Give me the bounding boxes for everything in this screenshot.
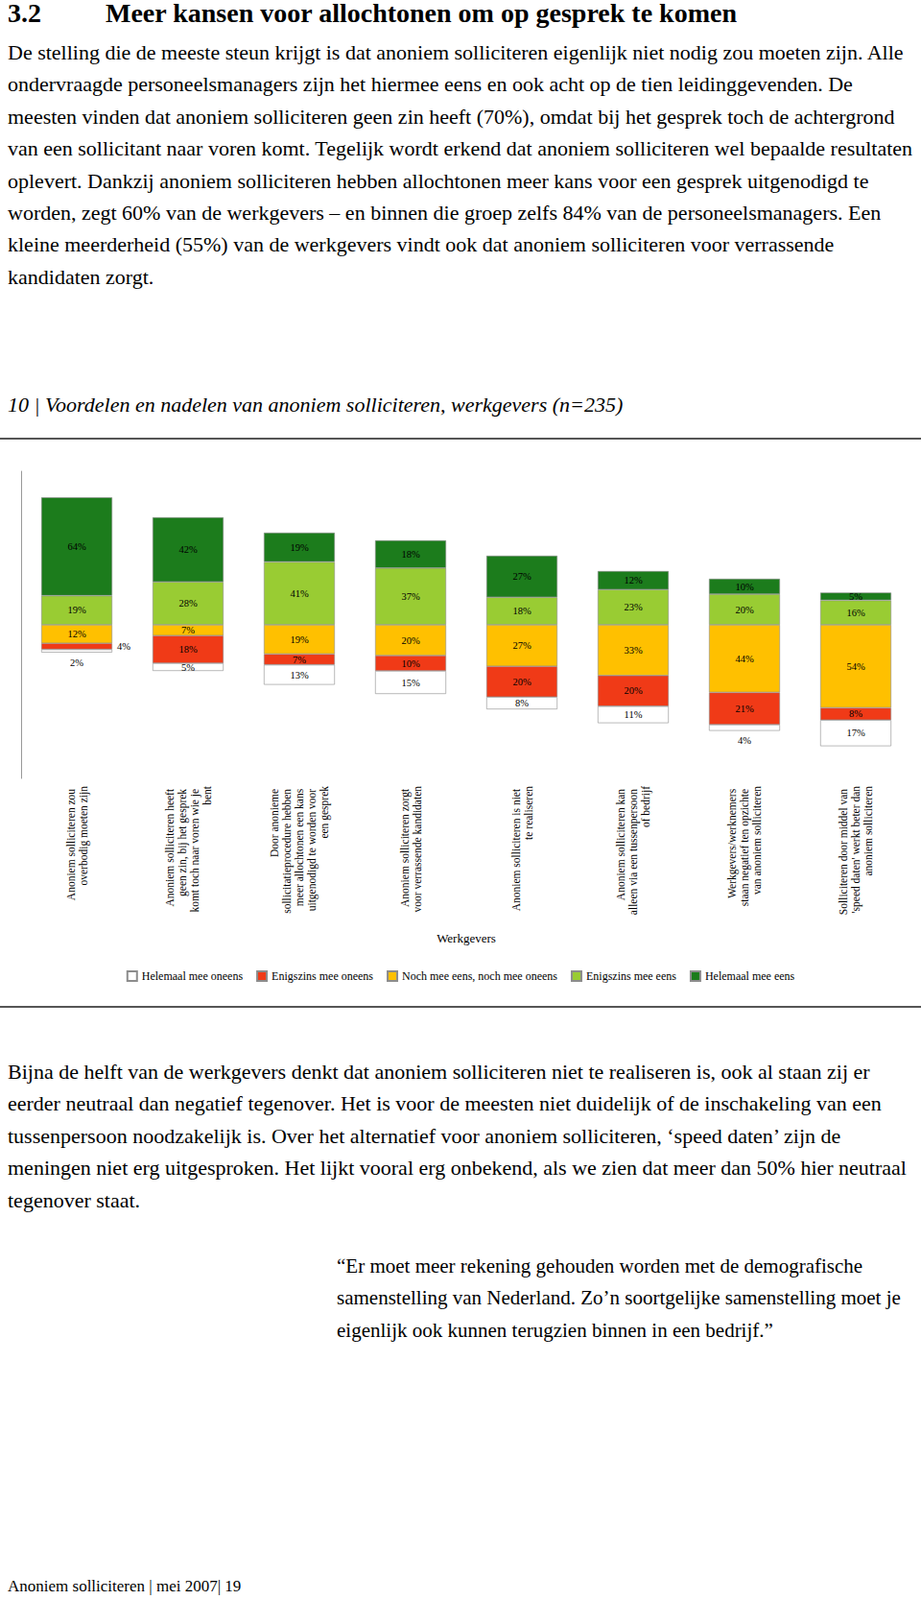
- svg-text:8%: 8%: [849, 708, 863, 719]
- svg-text:28%: 28%: [178, 597, 198, 609]
- svg-text:te realiseren: te realiseren: [522, 785, 535, 840]
- html-text:Bijna de helft van de werkgeve: Bijna de helft van de werkgevers denkt d…: [7, 1059, 907, 1212]
- svg-text:overbodig moeten zijn: overbodig moeten zijn: [77, 785, 91, 886]
- svg-text:12%: 12%: [623, 574, 643, 586]
- svg-text:anoniem solliciteren: anoniem solliciteren: [862, 785, 874, 879]
- svg-text:11%: 11%: [624, 708, 643, 720]
- svg-text:Werkgevers/werknemers: Werkgevers/werknemers: [726, 785, 739, 898]
- svg-text:13%: 13%: [289, 669, 309, 681]
- svg-text:komt toch naar voren wie je: komt toch naar voren wie je: [188, 785, 202, 913]
- svg-text:Enigszins mee eens: Enigszins mee eens: [586, 968, 677, 983]
- svg-text:20%: 20%: [734, 604, 755, 615]
- svg-text:27%: 27%: [512, 639, 532, 651]
- svg-text:10%: 10%: [734, 581, 755, 592]
- html-text:“Er moet meer rekening gehoude: “Er moet meer rekening gehouden worden m…: [336, 1253, 901, 1342]
- svg-text:Anoniem solliciteren is niet: Anoniem solliciteren is niet: [510, 785, 522, 911]
- svg-text:15%: 15%: [401, 677, 421, 688]
- svg-text:7%: 7%: [292, 654, 307, 665]
- svg-text:19%: 19%: [289, 542, 309, 553]
- svg-text:42%: 42%: [178, 543, 198, 555]
- svg-text:van anoniem solliciteren: van anoniem solliciteren: [751, 785, 763, 895]
- svg-text:20%: 20%: [623, 684, 643, 696]
- svg-text:2%: 2%: [70, 657, 84, 668]
- svg-text:geen zin, bij het gesprek: geen zin, bij het gesprek: [176, 785, 189, 897]
- svg-text:Door anonieme: Door anonieme: [268, 785, 281, 857]
- html-text:10 | Voordelen en nadelen van: 10 | Voordelen en nadelen van anoniem so…: [7, 392, 623, 417]
- svg-text:Helemaal mee oneens: Helemaal mee oneens: [141, 968, 244, 983]
- svg-text:17%: 17%: [846, 727, 866, 738]
- svg-text:19%: 19%: [289, 634, 309, 645]
- svg-text:Anoniem solliciteren heeft: Anoniem solliciteren heeft: [164, 785, 176, 907]
- svg-text:18%: 18%: [401, 548, 421, 560]
- svg-text:Anoniem solliciteren zorgt: Anoniem solliciteren zorgt: [399, 785, 412, 907]
- svg-text:'speed daten' werkt beter dan: 'speed daten' werkt beter dan: [850, 785, 863, 914]
- svg-text:voor verrassende kandidaten: voor verrassende kandidaten: [411, 785, 424, 913]
- svg-text:18%: 18%: [512, 605, 532, 616]
- svg-text:Noch mee eens, noch mee oneens: Noch mee eens, noch mee oneens: [401, 968, 558, 983]
- html-text:De stelling die de meeste steu: De stelling die de meeste steun krijgt i…: [7, 40, 913, 289]
- svg-text:44%: 44%: [734, 653, 755, 664]
- svg-text:37%: 37%: [401, 590, 421, 602]
- svg-text:4%: 4%: [737, 734, 752, 746]
- svg-text:Helemaal mee eens: Helemaal mee eens: [705, 968, 796, 983]
- svg-text:19%: 19%: [67, 604, 87, 615]
- svg-text:41%: 41%: [289, 588, 309, 599]
- svg-text:20%: 20%: [401, 635, 421, 646]
- html-text:Anoniem solliciteren | mei 200: Anoniem solliciteren | mei 2007| 19: [7, 1576, 242, 1595]
- svg-text:18%: 18%: [178, 643, 198, 655]
- svg-text:of bedrijf: of bedrijf: [639, 785, 653, 827]
- svg-text:Werkgevers: Werkgevers: [436, 930, 496, 945]
- svg-text:alleen via een tussenpersoon: alleen via een tussenpersoon: [627, 785, 640, 915]
- svg-text:bent: bent: [201, 784, 213, 805]
- svg-text:Anoniem solliciteren kan: Anoniem solliciteren kan: [614, 785, 627, 900]
- svg-text:uitgenodigd te worden voor: uitgenodigd te worden voor: [306, 785, 319, 911]
- svg-text:10%: 10%: [401, 658, 421, 669]
- svg-text:20%: 20%: [512, 676, 532, 687]
- svg-text:5%: 5%: [849, 590, 863, 602]
- svg-text:23%: 23%: [623, 601, 643, 613]
- svg-text:16%: 16%: [846, 607, 866, 618]
- svg-text:27%: 27%: [512, 570, 532, 582]
- svg-text:een gesprek: een gesprek: [318, 785, 331, 839]
- svg-text:sollicitatieprocedure hebben: sollicitatieprocedure hebben: [281, 785, 294, 914]
- svg-text:staan negatief ten opzichte: staan negatief ten opzichte: [738, 785, 752, 906]
- svg-text:meer allochtonen een kans: meer allochtonen een kans: [293, 785, 306, 906]
- svg-text:21%: 21%: [734, 703, 755, 714]
- svg-text:12%: 12%: [67, 628, 87, 639]
- svg-text:Enigszins mee oneens: Enigszins mee oneens: [271, 968, 374, 983]
- svg-text:Solliciteren door middel van: Solliciteren door middel van: [837, 785, 850, 915]
- svg-text:Anoniem solliciteren zou: Anoniem solliciteren zou: [65, 785, 77, 900]
- svg-text:7%: 7%: [181, 624, 195, 636]
- svg-text:4%: 4%: [117, 640, 131, 652]
- svg-text:33%: 33%: [623, 644, 643, 656]
- svg-text:5%: 5%: [181, 661, 195, 673]
- svg-text:8%: 8%: [515, 697, 529, 709]
- svg-text:54%: 54%: [846, 661, 866, 672]
- svg-text:64%: 64%: [67, 541, 87, 552]
